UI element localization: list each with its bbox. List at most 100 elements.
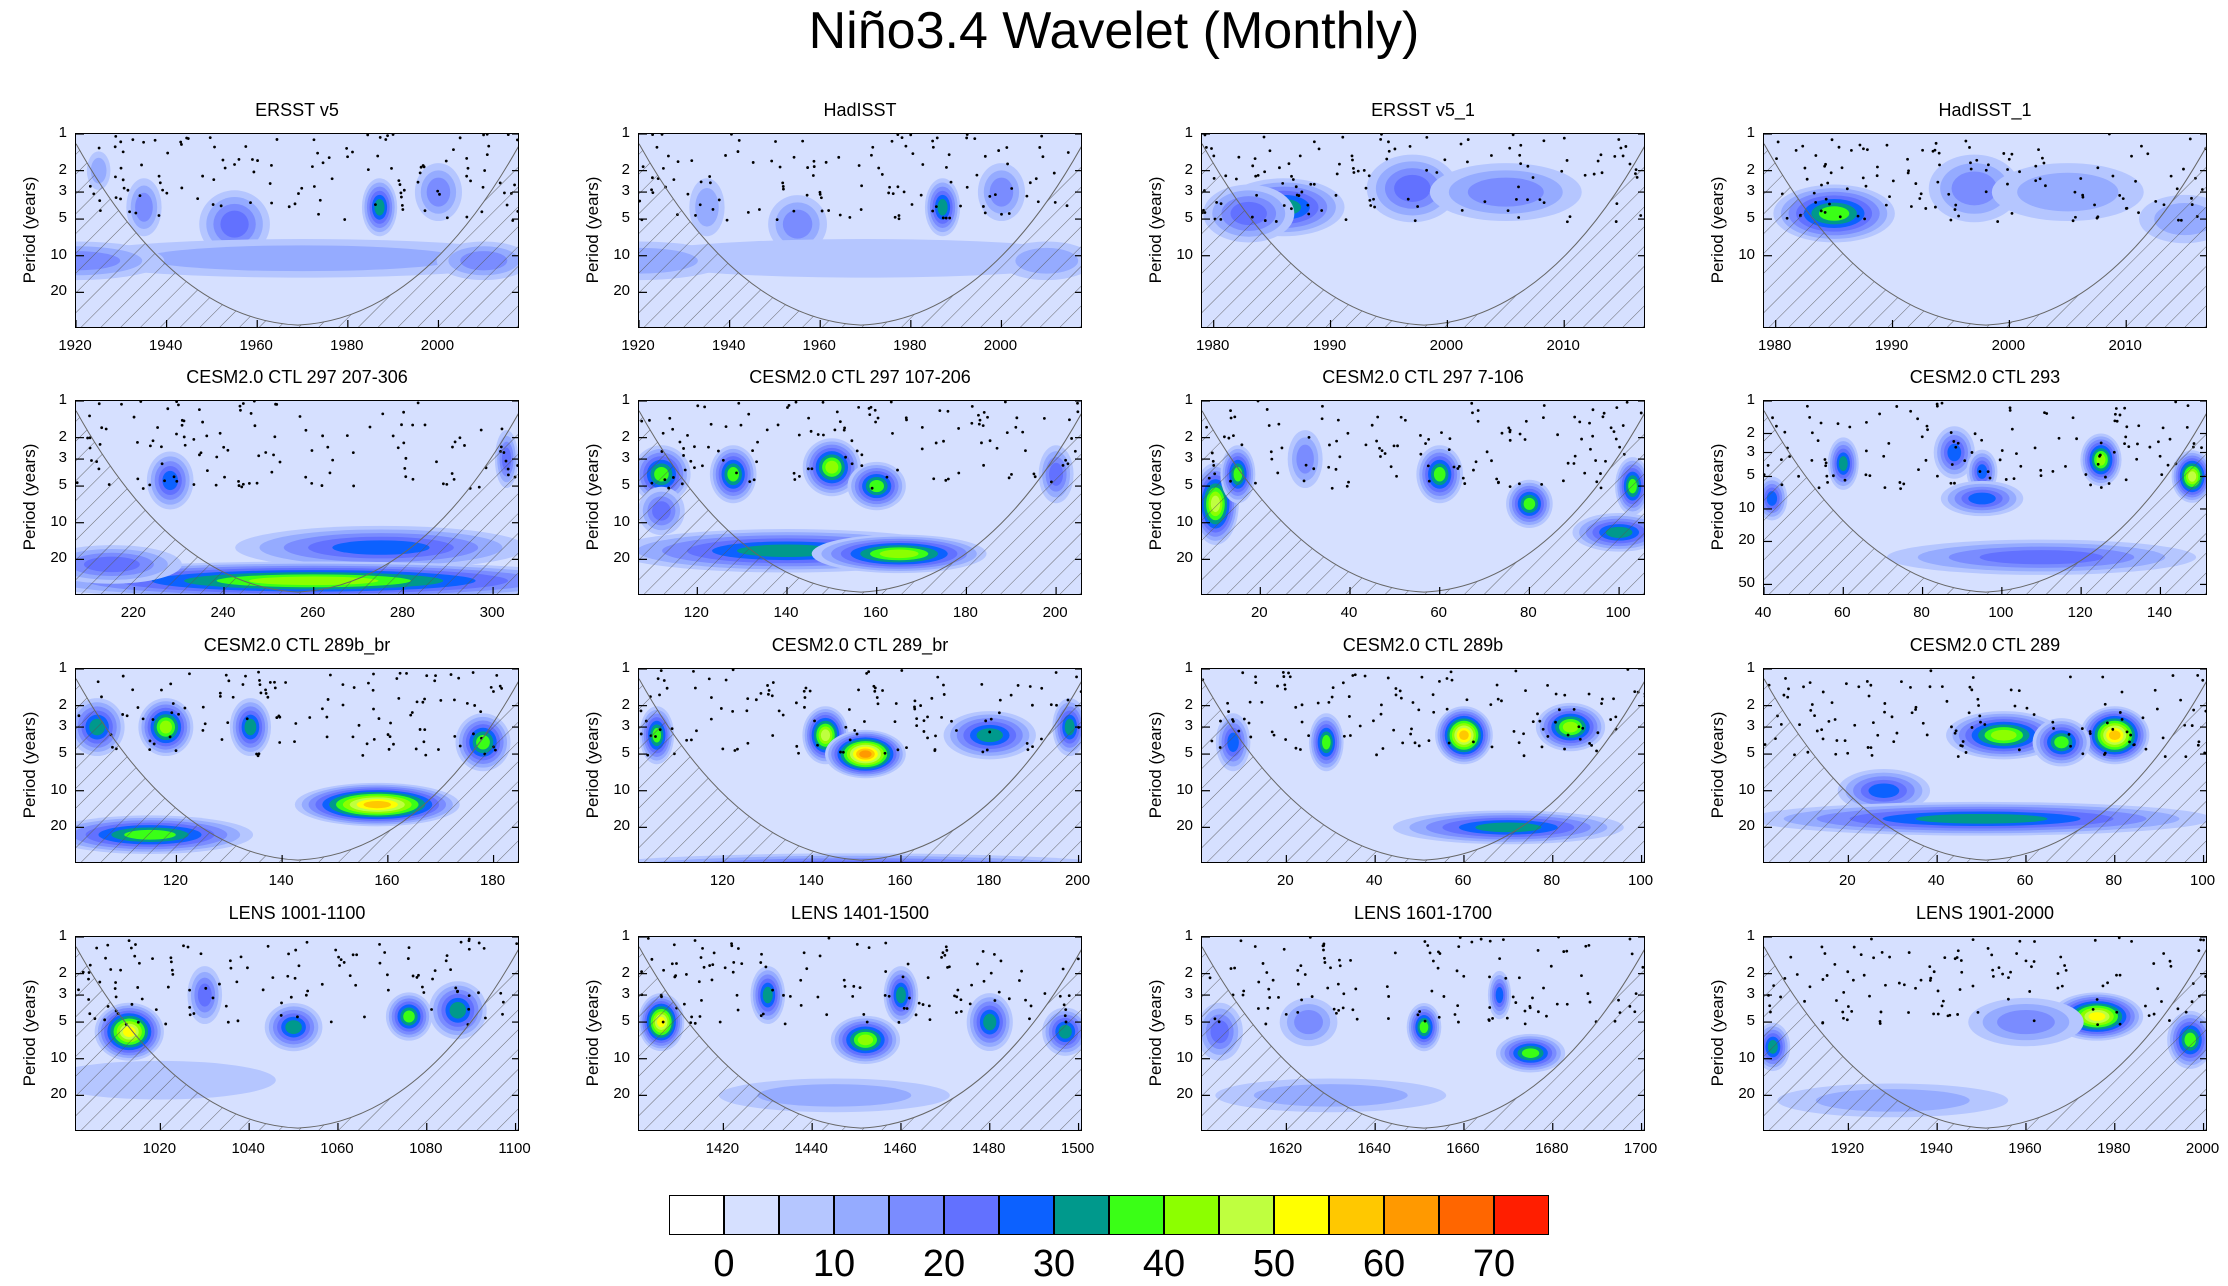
significance-dot xyxy=(238,158,241,161)
panel-title: CESM2.0 CTL 289b xyxy=(1201,635,1645,656)
significance-dot xyxy=(160,445,163,448)
x-tick-label: 180 xyxy=(935,604,995,621)
significance-dot xyxy=(2176,187,2179,190)
significance-dot xyxy=(403,467,406,470)
significance-dot xyxy=(877,702,880,705)
significance-dot xyxy=(1031,704,1034,707)
x-tick-label: 1480 xyxy=(959,1140,1019,1157)
significance-dot xyxy=(822,434,825,437)
significance-dot xyxy=(1030,1005,1033,1008)
significance-dot xyxy=(2159,455,2162,458)
significance-dot xyxy=(1029,685,1032,688)
significance-dot xyxy=(1884,486,1887,489)
significance-dot xyxy=(122,675,125,678)
significance-dot xyxy=(267,945,270,948)
significance-dot xyxy=(1619,147,1622,150)
significance-dot xyxy=(1299,964,1302,967)
significance-dot xyxy=(2026,707,2029,710)
significance-dot xyxy=(1034,475,1037,478)
significance-dot xyxy=(1369,204,1372,207)
x-tick-label: 20 xyxy=(1817,872,1877,889)
significance-dot xyxy=(237,1019,240,1022)
significance-dot xyxy=(1297,983,1300,986)
wavelet-plot xyxy=(1763,400,2207,595)
significance-dot xyxy=(2037,148,2040,151)
significance-dot xyxy=(1597,160,1600,163)
significance-dot xyxy=(1599,472,1602,475)
significance-dot xyxy=(1076,402,1079,405)
y-tick-label: 1 xyxy=(1725,124,1755,141)
significance-dot xyxy=(940,716,943,719)
significance-dot xyxy=(298,964,301,967)
y-tick-label: 20 xyxy=(1163,1085,1193,1102)
significance-dot xyxy=(343,218,346,221)
significance-dot xyxy=(1311,995,1314,998)
significance-dot xyxy=(1614,715,1617,718)
x-tick-label: 300 xyxy=(462,604,522,621)
significance-dot xyxy=(1378,447,1381,450)
significance-dot xyxy=(822,401,825,404)
significance-dot xyxy=(1329,966,1332,969)
significance-dot xyxy=(2007,998,2010,1001)
significance-dot xyxy=(1583,472,1586,475)
significance-dot xyxy=(226,721,229,724)
significance-dot xyxy=(388,748,391,751)
significance-dot xyxy=(1380,703,1383,706)
significance-dot xyxy=(164,1023,167,1026)
significance-dot xyxy=(877,417,880,420)
significance-dot xyxy=(819,955,822,958)
significance-dot xyxy=(1424,442,1427,445)
significance-dot xyxy=(279,461,282,464)
significance-dot xyxy=(419,728,422,731)
significance-dot xyxy=(1881,951,1884,954)
significance-dot xyxy=(1536,712,1539,715)
significance-dot xyxy=(2113,451,2116,454)
significance-dot xyxy=(1232,434,1235,437)
significance-dot xyxy=(1600,153,1603,156)
power-contour xyxy=(1394,175,1430,202)
significance-dot xyxy=(272,453,275,456)
significance-dot xyxy=(1519,433,1522,436)
significance-dot xyxy=(1811,431,1814,434)
significance-dot xyxy=(1352,167,1355,170)
significance-dot xyxy=(2104,476,2107,479)
significance-dot xyxy=(1977,704,1980,707)
y-tick-label: 3 xyxy=(600,449,630,466)
significance-dot xyxy=(1796,973,1799,976)
significance-dot xyxy=(1508,147,1511,150)
power-contour xyxy=(1868,783,1899,797)
significance-dot xyxy=(1878,413,1881,416)
significance-dot xyxy=(384,138,387,141)
significance-dot xyxy=(170,960,173,963)
significance-dot xyxy=(2113,419,2116,422)
power-contour xyxy=(1977,464,1987,479)
significance-dot xyxy=(1580,974,1583,977)
significance-dot xyxy=(959,205,962,208)
significance-dot xyxy=(1846,187,1849,190)
significance-dot xyxy=(782,714,785,717)
significance-dot xyxy=(235,980,238,983)
significance-dot xyxy=(449,968,452,971)
significance-dot xyxy=(1349,734,1352,737)
x-tick-label: 2010 xyxy=(2095,337,2155,354)
significance-dot xyxy=(1000,960,1003,963)
power-contour xyxy=(1522,1048,1539,1058)
significance-dot xyxy=(2052,727,2055,730)
significance-dot xyxy=(1775,157,1778,160)
significance-dot xyxy=(1824,211,1827,214)
significance-dot xyxy=(1307,734,1310,737)
significance-dot xyxy=(1519,162,1522,165)
significance-dot xyxy=(1543,201,1546,204)
significance-dot xyxy=(1457,945,1460,948)
significance-dot xyxy=(2089,732,2092,735)
significance-dot xyxy=(1283,204,1286,207)
significance-dot xyxy=(2093,203,2096,206)
significance-dot xyxy=(305,429,308,432)
significance-dot xyxy=(1798,723,1801,726)
significance-dot xyxy=(1584,174,1587,177)
significance-dot xyxy=(1284,738,1287,741)
significance-dot xyxy=(2136,443,2139,446)
significance-dot xyxy=(1381,449,1384,452)
significance-dot xyxy=(759,961,762,964)
significance-dot xyxy=(1031,745,1034,748)
